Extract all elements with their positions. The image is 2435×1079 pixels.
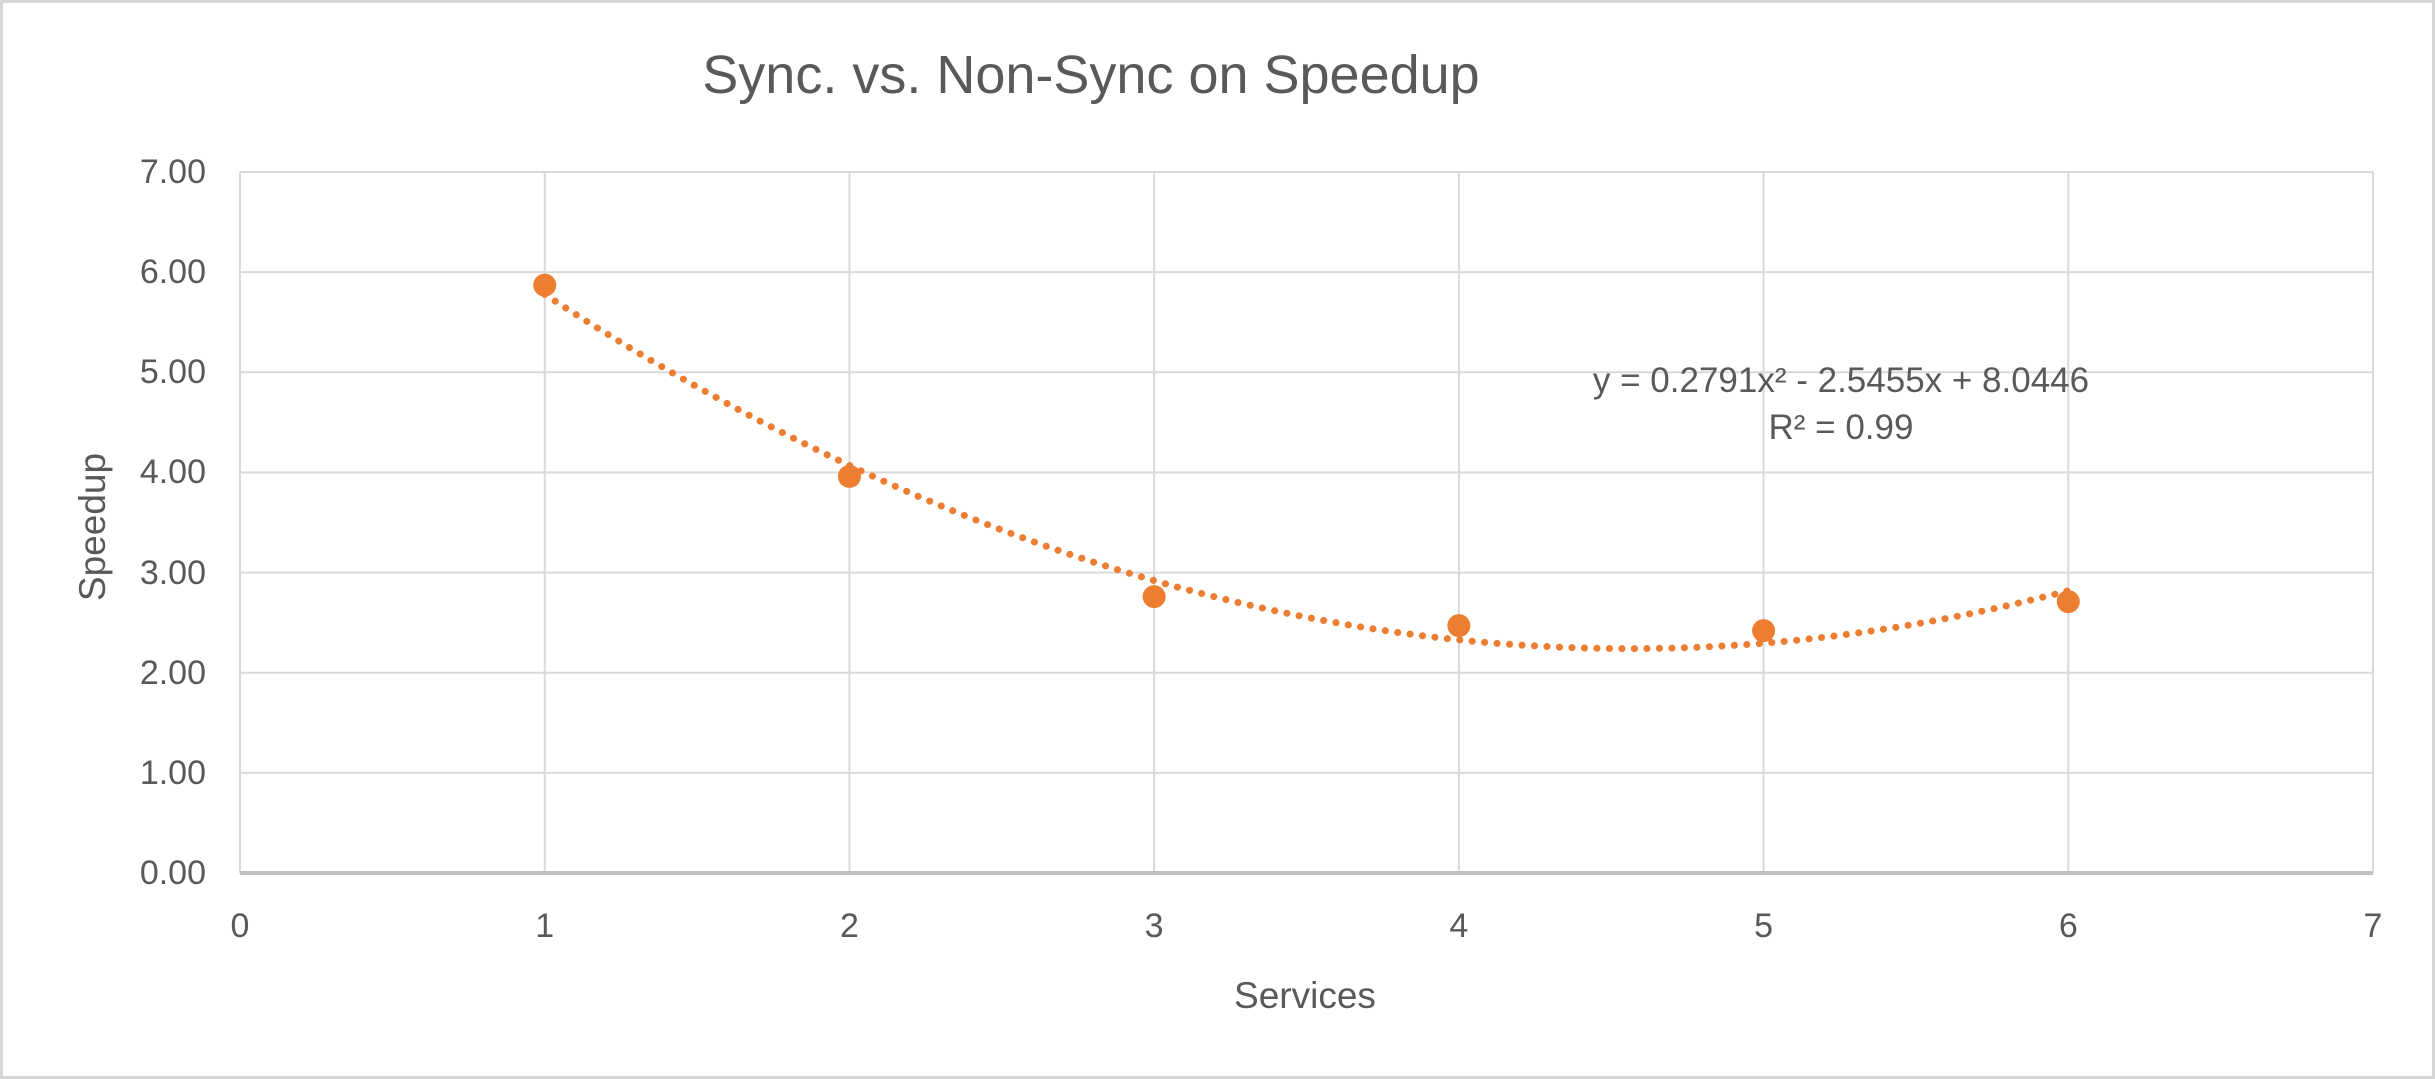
y-tick-label: 5.00 — [139, 353, 206, 392]
x-tick-label: 5 — [1754, 907, 1774, 945]
x-axis-title: Services — [1234, 975, 1376, 1016]
y-tick-label: 0.00 — [139, 854, 206, 892]
x-tick-label: 6 — [2058, 907, 2078, 945]
y-axis-title: Speedup — [72, 452, 113, 602]
x-tick-label: 2 — [839, 907, 859, 945]
data-point-marker — [1142, 585, 1166, 609]
plot-area — [239, 171, 2374, 875]
data-point-marker — [2056, 590, 2080, 614]
data-point-marker — [533, 273, 557, 297]
x-tick-label: 1 — [535, 907, 555, 945]
trendline-r-squared: R² = 0.99 — [1768, 408, 1914, 447]
y-tick-label: 3.00 — [139, 553, 206, 592]
data-point-marker — [1752, 619, 1776, 643]
x-tick-label: 3 — [1144, 907, 1164, 945]
y-tick-label: 7.00 — [139, 153, 206, 191]
y-tick-label: 4.00 — [139, 453, 206, 492]
y-tick-label: 2.00 — [139, 653, 206, 692]
trendline-label: y = 0.2791x² - 2.5455x + 8.0446 R² = 0.9… — [1593, 357, 2089, 451]
trendline-equation: y = 0.2791x² - 2.5455x + 8.0446 — [1592, 361, 2090, 400]
data-point-marker — [837, 464, 861, 488]
y-tick-label: 1.00 — [139, 753, 206, 792]
x-tick-label: 4 — [1449, 907, 1469, 945]
data-point-marker — [1447, 614, 1471, 638]
chart-title: Sync. vs. Non-Sync on Speedup — [702, 45, 1480, 105]
x-tick-label: 7 — [2363, 907, 2383, 945]
x-tick-label: 0 — [230, 907, 250, 945]
y-tick-label: 6.00 — [139, 253, 206, 292]
